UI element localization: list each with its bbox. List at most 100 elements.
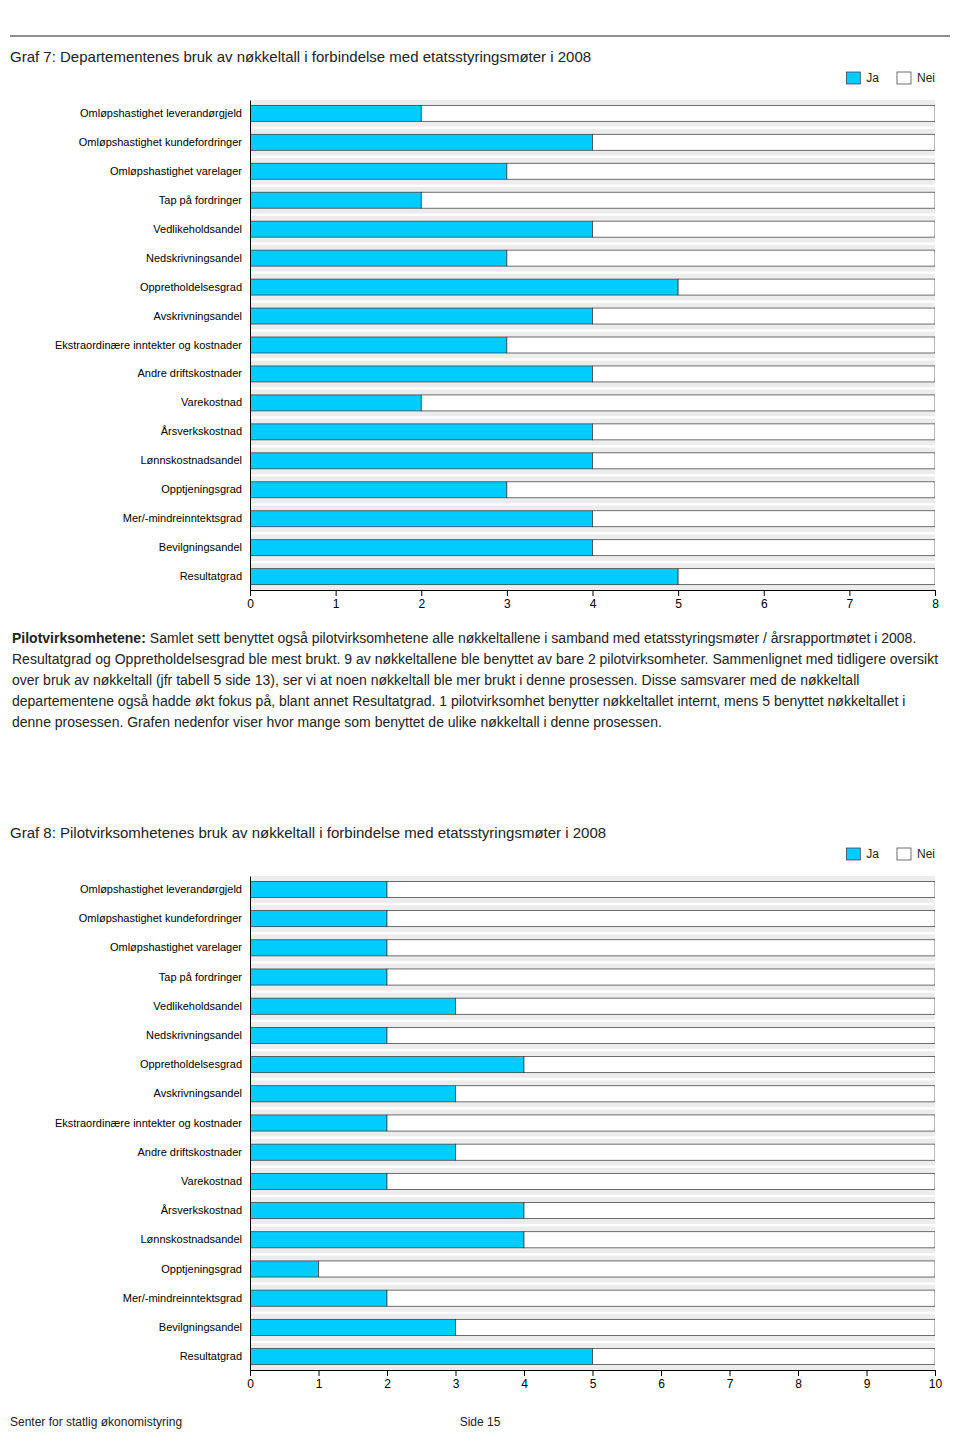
row-strip [250, 129, 935, 156]
row-strip [250, 274, 935, 301]
tick: 8 [795, 1370, 802, 1391]
bar [250, 337, 507, 353]
tick: Ekstraordinære inntekter og kostnader [55, 1117, 250, 1129]
bar [250, 1057, 524, 1073]
row-strip [250, 1080, 935, 1107]
tick-label: 0 [247, 1377, 254, 1391]
bar [250, 1319, 456, 1335]
chart: Graf 8: Pilotvirksomhetenes bruk av nøkk… [10, 824, 942, 1391]
tick: Mer/-mindreinntektsgrad [123, 512, 250, 524]
tick-mark [935, 1370, 936, 1376]
bar [387, 881, 935, 897]
tick: 9 [864, 1370, 871, 1391]
tick-label: Andre driftskostnader [137, 1146, 242, 1158]
row-strip [250, 1343, 935, 1370]
tick-label: Opptjeningsgrad [161, 1263, 242, 1275]
tick-label: Mer/-mindreinntektsgrad [123, 512, 242, 524]
row-strip [250, 993, 935, 1020]
bar [250, 221, 593, 237]
row-strip [250, 245, 935, 272]
tick-mark [421, 590, 422, 596]
bar [507, 482, 935, 498]
tick-label: 2 [418, 597, 425, 611]
paragraph-lead: Pilotvirksomhetene: [12, 630, 146, 646]
tick-mark [456, 1370, 457, 1376]
legend-swatch [846, 72, 860, 84]
bar [593, 134, 936, 150]
row-strip [250, 563, 935, 590]
tick: Ekstraordinære inntekter og kostnader [55, 339, 250, 351]
tick: 6 [761, 590, 768, 611]
row-strip [250, 505, 935, 532]
bar [524, 1232, 935, 1248]
tick: 5 [590, 1370, 597, 1391]
top-rule [10, 35, 950, 36]
tick: Bevilgningsandel [159, 541, 250, 553]
tick-label: 1 [333, 597, 340, 611]
bar [250, 1115, 387, 1131]
row-strip [250, 1226, 935, 1253]
tick: Tap på fordringer [159, 194, 250, 206]
tick: 3 [504, 590, 511, 611]
bar [250, 911, 387, 927]
tick-mark [764, 590, 765, 596]
bar [456, 1319, 936, 1335]
bar [507, 163, 935, 179]
tick-label: Tap på fordringer [159, 194, 242, 206]
tick: 1 [316, 1370, 323, 1391]
tick-label: Oppretholdelsesgrad [140, 281, 242, 293]
tick-label: 8 [795, 1377, 802, 1391]
tick: Omløpshastighet leverandørgjeld [80, 883, 250, 895]
axis-line [251, 591, 936, 597]
tick-label: Omløpshastighet leverandørgjeld [80, 107, 242, 119]
bar [250, 279, 678, 295]
legend-label: Ja [866, 847, 879, 861]
paragraph: Pilotvirksomhetene:Samlet sett benyttet … [12, 628, 942, 733]
tick-label: Omløpshastighet kundefordringer [79, 136, 243, 148]
bar [593, 308, 936, 324]
tick: Resultatgrad [180, 570, 250, 582]
bar [507, 337, 935, 353]
bar [250, 395, 421, 411]
tick-label: Årsverkskostnad [161, 425, 242, 437]
bar [593, 221, 936, 237]
legend-label: Nei [917, 847, 935, 861]
bar [250, 308, 593, 324]
row-strip [250, 1168, 935, 1195]
tick-label: 7 [727, 1377, 734, 1391]
bar [387, 1115, 935, 1131]
tick-label: 3 [453, 1377, 460, 1391]
tick-label: Omløpshastighet leverandørgjeld [80, 883, 242, 895]
tick: Lønnskostnadsandel [140, 454, 250, 466]
axis-line [251, 1371, 936, 1377]
tick-mark [593, 590, 594, 596]
tick-label: Nedskrivningsandel [146, 252, 242, 264]
tick-label: Andre driftskostnader [137, 367, 242, 379]
bar [593, 453, 936, 469]
bar [319, 1261, 936, 1277]
tick-label: Omløpshastighet varelager [110, 165, 242, 177]
bar [387, 911, 935, 927]
tick: Mer/-mindreinntektsgrad [123, 1292, 250, 1304]
tick-label: 10 [929, 1377, 943, 1391]
tick-mark [798, 1370, 799, 1376]
tick-label: Avskrivningsandel [154, 310, 242, 322]
tick: 7 [727, 1370, 734, 1391]
tick: Varekostnad [181, 396, 250, 408]
bar [387, 1290, 935, 1306]
tick-label: Resultatgrad [180, 570, 242, 582]
tick-label: Opptjeningsgrad [161, 483, 242, 495]
tick-label: Resultatgrad [180, 1350, 242, 1362]
tick: Lønnskostnadsandel [140, 1233, 250, 1245]
tick-label: Ekstraordinære inntekter og kostnader [55, 339, 242, 351]
row-strip [250, 361, 935, 388]
tick: Andre driftskostnader [137, 1146, 250, 1158]
tick-label: Bevilgningsandel [159, 1321, 242, 1333]
y-axis: Omløpshastighet leverandørgjeld Omløpshas… [55, 101, 251, 591]
tick-label: 3 [504, 597, 511, 611]
bar [593, 540, 936, 556]
plot-area [250, 876, 935, 1370]
tick-mark [507, 590, 508, 596]
tick-label: 2 [384, 1377, 391, 1391]
bar [387, 1173, 935, 1189]
